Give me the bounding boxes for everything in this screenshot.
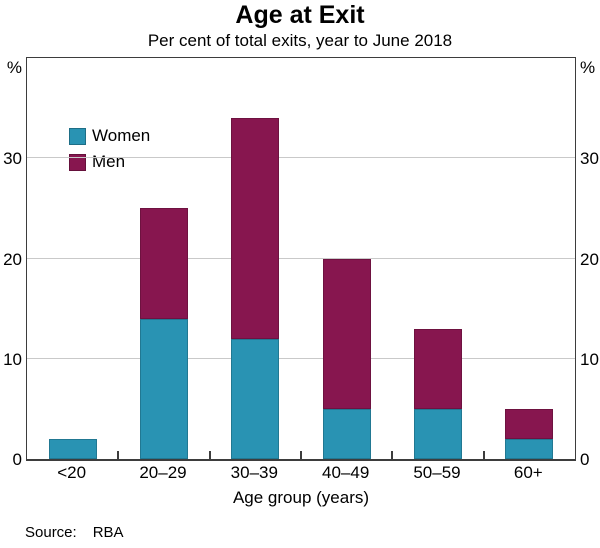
chart-legend: Women Men bbox=[69, 126, 150, 178]
y-axis-right: 0 10 20 30 bbox=[580, 57, 600, 469]
bar-men-60- bbox=[505, 408, 554, 439]
y-tick-label-left-0: 0 bbox=[12, 450, 22, 469]
source-value: RBA bbox=[92, 524, 124, 541]
y-tick-label-right-30: 30 bbox=[580, 149, 599, 169]
bar-men-50-59 bbox=[414, 328, 462, 409]
x-tick-label--20: <20 bbox=[57, 463, 87, 482]
legend-swatch-women bbox=[69, 127, 86, 145]
gridline-10 bbox=[27, 357, 575, 359]
y-unit-left: % bbox=[6, 58, 22, 77]
y-tick-label-right-0: 0 bbox=[580, 450, 590, 469]
bar-women--20 bbox=[48, 438, 97, 459]
bar-women-60- bbox=[505, 438, 554, 459]
bar-men-40-49 bbox=[322, 258, 371, 409]
legend-label-women: Women bbox=[92, 126, 151, 145]
legend-item-women: Women bbox=[69, 126, 150, 146]
x-tick-mark bbox=[208, 451, 211, 459]
x-tick-label-40-49: 40–49 bbox=[322, 463, 370, 482]
x-axis-labels: <20 20–29 30–39 40–49 50–59 60+ bbox=[26, 463, 576, 485]
source-label: Source: bbox=[25, 524, 77, 541]
bar-men-20-29 bbox=[140, 208, 188, 319]
chart-subtitle: Per cent of total exits, year to June 20… bbox=[147, 31, 453, 50]
y-tick-label-left-20: 20 bbox=[3, 249, 22, 269]
x-tick-mark bbox=[391, 451, 394, 459]
x-tick-mark bbox=[300, 451, 302, 459]
x-tick-label-20-29: 20–29 bbox=[139, 463, 187, 482]
bar-women-20-29 bbox=[140, 318, 188, 459]
bar-women-40-49 bbox=[322, 408, 371, 459]
x-tick-mark bbox=[117, 451, 120, 459]
legend-label-men: Men bbox=[92, 152, 126, 171]
y-unit-right: % bbox=[580, 58, 596, 77]
source-line: Source: RBA bbox=[25, 524, 124, 541]
x-tick-label-50-59: 50–59 bbox=[413, 463, 461, 482]
gridline-20 bbox=[27, 257, 575, 259]
y-tick-label-right-20: 20 bbox=[580, 249, 599, 269]
plot-area: Women Men bbox=[26, 57, 576, 461]
bar-men-30-39 bbox=[231, 118, 280, 339]
x-tick-label-30-39: 30–39 bbox=[230, 463, 278, 482]
bar-women-30-39 bbox=[231, 338, 280, 459]
gridline-30 bbox=[27, 157, 575, 159]
y-tick-label-right-10: 10 bbox=[580, 349, 599, 369]
x-tick-mark bbox=[482, 451, 485, 459]
legend-item-men: Men bbox=[69, 152, 150, 172]
y-axis-left: 0 10 20 30 bbox=[0, 57, 22, 469]
chart-title: Age at Exit bbox=[235, 1, 365, 29]
y-tick-label-left-30: 30 bbox=[3, 149, 22, 169]
legend-swatch-men bbox=[69, 153, 86, 171]
bar-women-50-59 bbox=[414, 408, 462, 459]
x-tick-label-60-: 60+ bbox=[513, 463, 543, 482]
y-tick-label-left-10: 10 bbox=[3, 349, 22, 369]
x-axis-title: Age group (years) bbox=[232, 488, 370, 507]
